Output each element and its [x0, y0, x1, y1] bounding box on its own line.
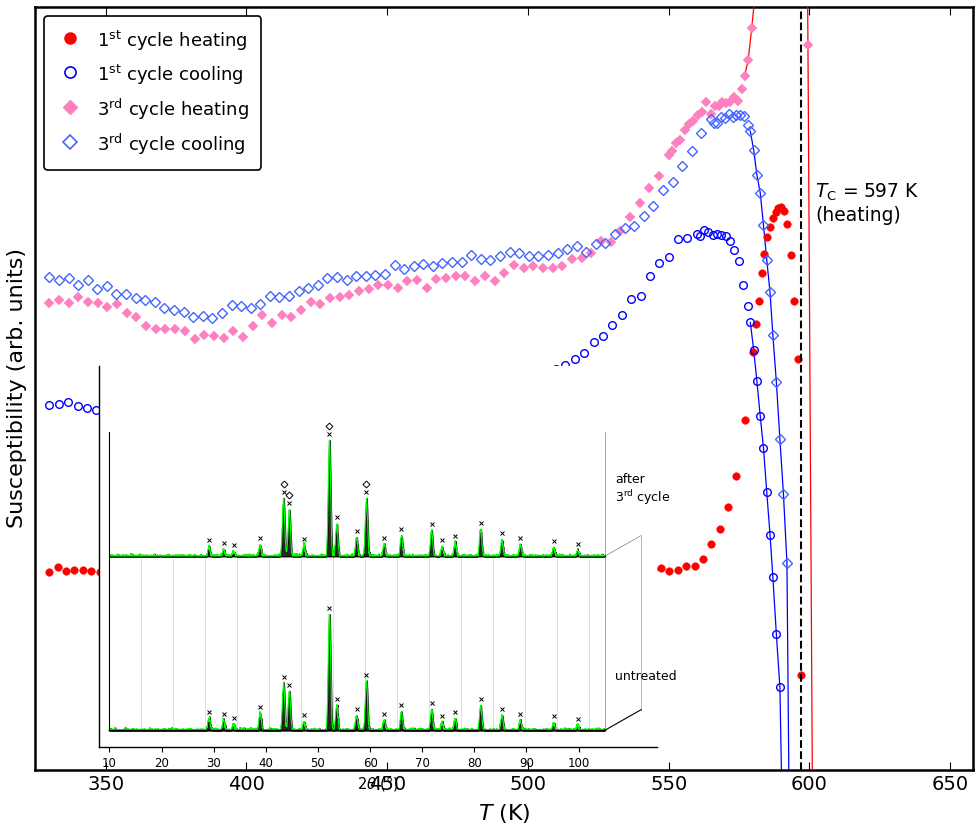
Line: 1$^{\mathrm{st}}$ cycle heating: 1$^{\mathrm{st}}$ cycle heating — [45, 204, 949, 832]
3$^{\mathrm{rd}}$ cycle heating — [716, 97, 728, 106]
3$^{\mathrm{rd}}$ cycle cooling — [169, 305, 180, 315]
3$^{\mathrm{rd}}$ cycle cooling — [466, 250, 477, 260]
Line: 1$^{\mathrm{st}}$ cycle cooling: 1$^{\mathrm{st}}$ cycle cooling — [45, 226, 949, 832]
Y-axis label: Susceptibility (arb. units): Susceptibility (arb. units) — [7, 249, 26, 528]
1$^{\mathrm{st}}$ cycle heating — [775, 202, 787, 212]
1$^{\mathrm{st}}$ cycle heating — [778, 206, 790, 215]
3$^{\mathrm{rd}}$ cycle cooling — [723, 108, 735, 118]
Line: 3$^{\mathrm{rd}}$ cycle heating: 3$^{\mathrm{rd}}$ cycle heating — [45, 0, 949, 832]
Legend: 1$^{\mathrm{st}}$ cycle heating, 1$^{\mathrm{st}}$ cycle cooling, 3$^{\mathrm{rd: 1$^{\mathrm{st}}$ cycle heating, 1$^{\ma… — [44, 16, 262, 170]
3$^{\mathrm{rd}}$ cycle heating — [420, 283, 432, 293]
3$^{\mathrm{rd}}$ cycle cooling — [350, 270, 362, 280]
Text: $T_{\mathrm{C}}$ = 597 K
(heating): $T_{\mathrm{C}}$ = 597 K (heating) — [815, 181, 919, 225]
3$^{\mathrm{rd}}$ cycle cooling — [341, 275, 353, 285]
1$^{\mathrm{st}}$ cycle cooling — [410, 389, 421, 399]
Line: 3$^{\mathrm{rd}}$ cycle cooling: 3$^{\mathrm{rd}}$ cycle cooling — [45, 110, 949, 832]
3$^{\mathrm{rd}}$ cycle heating — [687, 116, 699, 126]
1$^{\mathrm{st}}$ cycle heating — [312, 552, 323, 562]
X-axis label: $T$ (K): $T$ (K) — [477, 802, 530, 825]
1$^{\mathrm{st}}$ cycle cooling — [698, 225, 710, 235]
1$^{\mathrm{st}}$ cycle cooling — [728, 245, 740, 255]
3$^{\mathrm{rd}}$ cycle cooling — [719, 113, 731, 123]
1$^{\mathrm{st}}$ cycle heating — [43, 567, 55, 577]
1$^{\mathrm{st}}$ cycle cooling — [43, 400, 55, 410]
3$^{\mathrm{rd}}$ cycle cooling — [767, 330, 779, 340]
1$^{\mathrm{st}}$ cycle heating — [730, 471, 742, 481]
1$^{\mathrm{st}}$ cycle heating — [597, 562, 609, 572]
3$^{\mathrm{rd}}$ cycle heating — [43, 299, 55, 309]
1$^{\mathrm{st}}$ cycle cooling — [694, 230, 706, 240]
1$^{\mathrm{st}}$ cycle heating — [253, 558, 265, 568]
3$^{\mathrm{rd}}$ cycle cooling — [43, 272, 55, 282]
